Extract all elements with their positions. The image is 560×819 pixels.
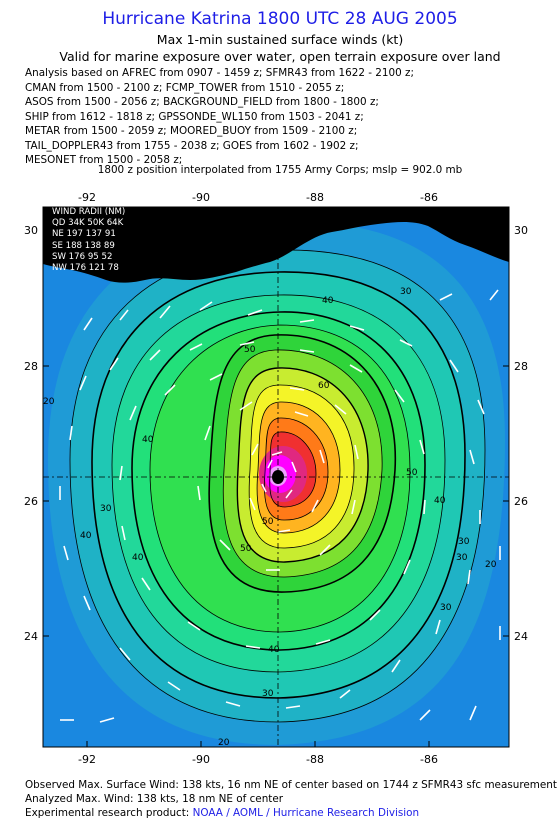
subtitle-wind-type: Max 1-min sustained surface winds (kt)	[156, 32, 404, 47]
lat-tick-label: 26	[24, 495, 38, 508]
contour-label: 30	[458, 537, 470, 547]
contour-label: 30	[440, 603, 452, 613]
lat-tick-label: 30	[514, 224, 528, 237]
lon-tick-label: -92	[78, 753, 96, 766]
credit-prefix: Experimental research product:	[25, 807, 190, 819]
contour-label: 20	[485, 560, 497, 570]
contour-label: 20	[355, 210, 367, 220]
contour-label: 40	[434, 496, 446, 506]
contour-label: 40	[132, 553, 144, 563]
lon-tick-label: -90	[192, 753, 210, 766]
subtitle-exposure: Valid for marine exposure over water, op…	[59, 49, 501, 64]
contour-label: 30	[100, 504, 112, 514]
lat-tick-label: 24	[514, 630, 528, 643]
lon-tick-label: -88	[306, 753, 324, 766]
contour-label: 60	[318, 381, 330, 391]
contour-label: 40	[80, 531, 92, 541]
analyzed-max-wind: Analyzed Max. Wind: 138 kts, 18 nm NE of…	[25, 792, 284, 805]
position-note: 1800 z position interpolated from 1755 A…	[97, 164, 463, 176]
analysis-line: ASOS from 1500 - 2056 z; BACKGROUND_FIEL…	[25, 96, 379, 108]
contour-label: 50	[240, 544, 252, 554]
analysis-line: MESONET from 1500 - 2058 z;	[25, 154, 183, 166]
contour-label: 50	[244, 345, 256, 355]
wind-radii-row: SW 176 95 52	[52, 251, 113, 262]
contour-label: 40	[322, 296, 334, 306]
observed-max-wind: Observed Max. Surface Wind: 138 kts, 16 …	[25, 779, 557, 791]
contour-label: 30	[456, 553, 468, 563]
lat-tick-label: 28	[514, 360, 528, 373]
map-frame	[42, 206, 510, 748]
lon-tick-label: -90	[192, 191, 210, 204]
land-mass	[43, 207, 509, 283]
contour-label: 20	[43, 397, 55, 407]
wind-vectors	[59, 289, 501, 723]
wind-radii-row: SE 188 138 89	[52, 240, 115, 251]
credit-link[interactable]: NOAA / AOML / Hurricane Research Divisio…	[192, 807, 420, 819]
wind-radii-columns: QD 34K 50K 64K	[52, 218, 124, 229]
lat-tick-label: 24	[24, 630, 38, 643]
lat-tick-label: 30	[24, 224, 38, 237]
wind-radii-row: NE 197 137 91	[52, 229, 116, 240]
contour-label: 20	[218, 738, 230, 748]
contour-label: 40	[142, 435, 154, 445]
wind-radii-table: WIND RADII (NM) QD 34K 50K 64K NE 197 13…	[52, 207, 125, 274]
contour-label: 50	[262, 517, 274, 527]
product-credit: Experimental research product: NOAA / AO…	[25, 807, 419, 819]
lon-tick-label: -88	[306, 191, 324, 204]
analysis-line: SHIP from 1612 - 1818 z; GPSSONDE_WL150 …	[25, 110, 364, 123]
contour-label: 30	[262, 689, 274, 699]
analysis-sources: Analysis based on AFREC from 0907 - 1459…	[25, 66, 414, 168]
contour-label: 30	[400, 287, 412, 297]
analysis-line: CMAN from 1500 - 2100 z; FCMP_TOWER from…	[25, 81, 345, 94]
analysis-line: TAIL_DOPPLER43 from 1755 - 2038 z; GOES …	[25, 139, 359, 152]
page-title: Hurricane Katrina 1800 UTC 28 AUG 2005	[102, 9, 458, 29]
lat-tick-label: 28	[24, 360, 38, 373]
wind-field: 20 30 40 50 60 20 30 40 50 40 30 20 30 4…	[43, 207, 509, 748]
footer-notes: Observed Max. Surface Wind: 138 kts, 16 …	[25, 779, 557, 806]
coastline-islands	[231, 213, 299, 267]
lon-tick-label: -86	[420, 753, 438, 766]
lon-tick-label: -92	[78, 191, 96, 204]
contour-label: 40	[268, 645, 280, 655]
contour-labels: 20 30 40 50 60 20 30 40 50 40 30 20 30 4…	[43, 210, 497, 748]
analysis-line: Analysis based on AFREC from 0907 - 1459…	[25, 67, 415, 79]
lat-tick-label: 26	[514, 495, 528, 508]
axis-ticks	[43, 207, 509, 747]
wind-radii-header: WIND RADII (NM)	[52, 207, 126, 217]
wind-radii-row: NW 176 121 78	[52, 263, 119, 274]
lon-tick-label: -86	[420, 191, 438, 204]
contour-label: 50	[406, 468, 418, 478]
analysis-line: METAR from 1500 - 2059 z; MOORED_BUOY fr…	[25, 125, 358, 137]
